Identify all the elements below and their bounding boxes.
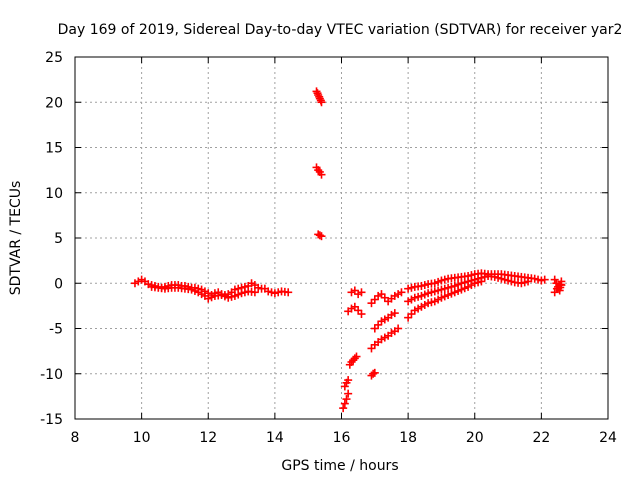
x-tick-label: 18 xyxy=(399,430,417,446)
y-axis-title: SDTVAR / TECUs xyxy=(8,181,24,296)
x-tick-label: 22 xyxy=(532,430,550,446)
data-point xyxy=(315,231,324,240)
y-tick-label: 5 xyxy=(54,231,63,247)
data-point xyxy=(397,288,406,297)
data-point xyxy=(312,87,321,96)
y-tick-label: 10 xyxy=(45,186,63,202)
data-point xyxy=(557,281,566,290)
data-point xyxy=(342,395,351,404)
x-axis-tick-labels: 8 10 12 14 16 18 20 22 24 xyxy=(71,430,617,446)
data-point xyxy=(284,288,293,297)
data-point xyxy=(314,166,323,175)
data-point xyxy=(344,376,353,385)
y-tick-label: 20 xyxy=(45,95,63,111)
data-point xyxy=(339,404,348,413)
data-point xyxy=(524,277,533,286)
x-tick-label: 24 xyxy=(599,430,617,446)
data-point xyxy=(314,91,323,100)
data-point xyxy=(477,277,486,286)
x-tick-label: 10 xyxy=(133,430,151,446)
data-point xyxy=(357,310,366,319)
data-point xyxy=(357,288,366,297)
data-point xyxy=(369,369,378,378)
x-tick-label: 8 xyxy=(71,430,80,446)
data-point xyxy=(344,389,353,398)
y-tick-label: 25 xyxy=(45,50,63,66)
y-tick-label: -5 xyxy=(49,322,63,338)
chart-title: Day 169 of 2019, Sidereal Day-to-day VTE… xyxy=(58,22,623,38)
data-point xyxy=(352,352,361,361)
x-tick-label: 20 xyxy=(466,430,484,446)
y-tick-label: -10 xyxy=(40,367,63,383)
y-tick-label: 0 xyxy=(54,276,63,292)
x-axis-title: GPS time / hours xyxy=(281,458,398,474)
x-tick-label: 12 xyxy=(199,430,217,446)
data-point xyxy=(317,232,326,241)
data-points xyxy=(130,87,566,413)
grid xyxy=(75,57,608,419)
x-tick-label: 14 xyxy=(266,430,284,446)
data-point xyxy=(350,354,359,363)
data-point xyxy=(390,309,399,318)
data-point xyxy=(250,288,259,297)
y-axis-tick-labels: -15 -10 -5 0 5 10 15 20 25 xyxy=(40,50,63,428)
data-point xyxy=(540,275,549,284)
data-point xyxy=(340,399,349,408)
data-point xyxy=(550,275,559,284)
data-point xyxy=(317,170,326,179)
data-point xyxy=(315,94,324,103)
data-point xyxy=(370,368,379,377)
data-point xyxy=(340,382,349,391)
y-tick-label: 15 xyxy=(45,141,63,157)
data-point xyxy=(317,98,326,107)
data-point xyxy=(394,324,403,333)
x-tick-label: 16 xyxy=(333,430,351,446)
axis-ticks xyxy=(74,56,609,420)
y-tick-label: -15 xyxy=(40,412,63,428)
